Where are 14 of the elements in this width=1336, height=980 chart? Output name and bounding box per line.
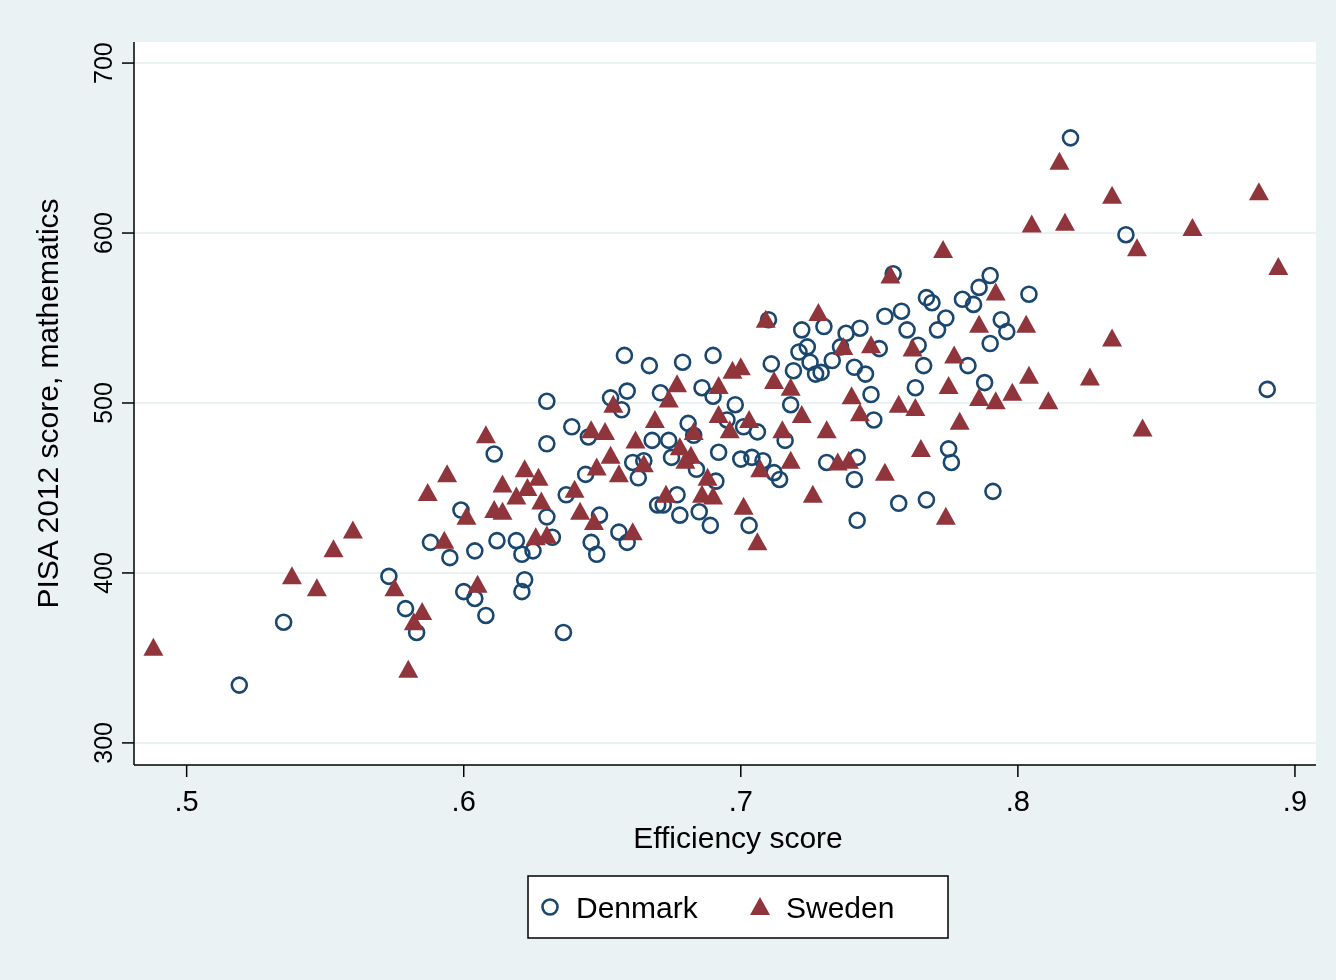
x-tick-label: .6	[451, 785, 476, 817]
x-tick-label: .7	[728, 785, 753, 817]
x-tick-label: .5	[174, 785, 199, 817]
legend-label: Denmark	[576, 891, 699, 924]
x-tick-label: .8	[1005, 785, 1030, 817]
x-tick-label: .9	[1282, 785, 1308, 817]
y-tick-label: 400	[89, 552, 117, 594]
y-tick-label: 600	[89, 212, 117, 254]
y-tick-label: 500	[89, 382, 117, 424]
legend-label: Sweden	[786, 891, 895, 924]
y-axis-title: PISA 2012 score, mathematics	[31, 198, 64, 609]
y-tick-label: 700	[89, 42, 117, 84]
y-tick-label: 300	[89, 722, 117, 764]
x-axis-title: Efficiency score	[633, 821, 843, 854]
